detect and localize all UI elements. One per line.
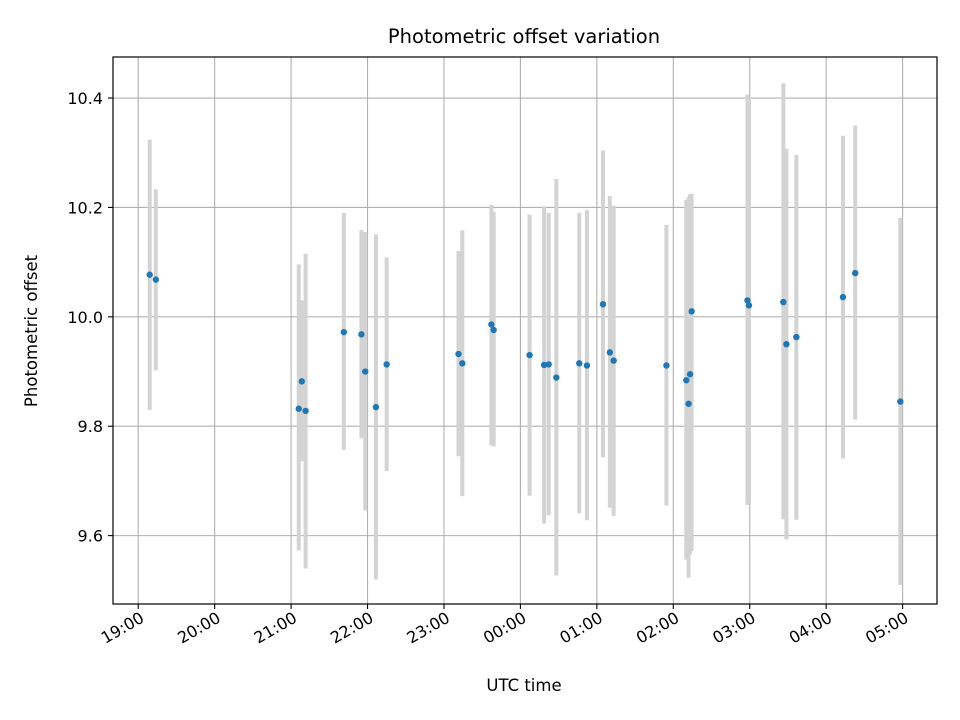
- y-tick-label: 10.0: [67, 308, 103, 327]
- data-point: [152, 276, 160, 283]
- data-point: [744, 297, 751, 304]
- y-tick-label: 9.8: [78, 417, 103, 436]
- data-point: [783, 340, 790, 348]
- data-point: [685, 400, 692, 407]
- data-point: [362, 368, 369, 375]
- data-point: [745, 302, 753, 309]
- data-point: [599, 301, 607, 308]
- data-point: [372, 403, 380, 411]
- data-point: [358, 331, 365, 338]
- data-point: [295, 405, 302, 412]
- x-axis-label: UTC time: [486, 676, 561, 695]
- data-point: [545, 361, 552, 368]
- data-point: [663, 362, 670, 369]
- data-point: [459, 360, 466, 367]
- data-point: [488, 321, 495, 328]
- data-point: [302, 407, 309, 415]
- data-point: [852, 269, 859, 277]
- data-point: [688, 308, 695, 315]
- y-tick-label: 10.4: [67, 89, 103, 108]
- data-point: [526, 351, 533, 359]
- data-points: [146, 269, 904, 415]
- data-point: [146, 271, 153, 278]
- data-point: [455, 350, 462, 358]
- data-point: [683, 377, 690, 384]
- data-point: [610, 357, 617, 364]
- data-point: [897, 398, 904, 405]
- data-point: [793, 333, 800, 341]
- y-axis-ticks: 9.6 9.8 10.0 10.2 10.4: [67, 89, 113, 546]
- chart-title: Photometric offset variation: [388, 25, 660, 48]
- data-point: [839, 293, 847, 301]
- data-point: [780, 298, 787, 306]
- y-axis-label: Photometric offset: [22, 254, 41, 407]
- data-point: [340, 328, 348, 336]
- data-point: [298, 378, 306, 385]
- y-tick-label: 10.2: [67, 198, 103, 217]
- data-point: [490, 326, 497, 334]
- grid-lines: [113, 57, 937, 604]
- plot-frame: [112, 56, 938, 605]
- y-tick-label: 9.6: [78, 527, 103, 546]
- data-point: [583, 362, 591, 369]
- data-point: [553, 374, 560, 381]
- data-point: [576, 360, 583, 367]
- data-point: [606, 349, 614, 356]
- data-point: [383, 361, 390, 368]
- data-point: [686, 371, 694, 378]
